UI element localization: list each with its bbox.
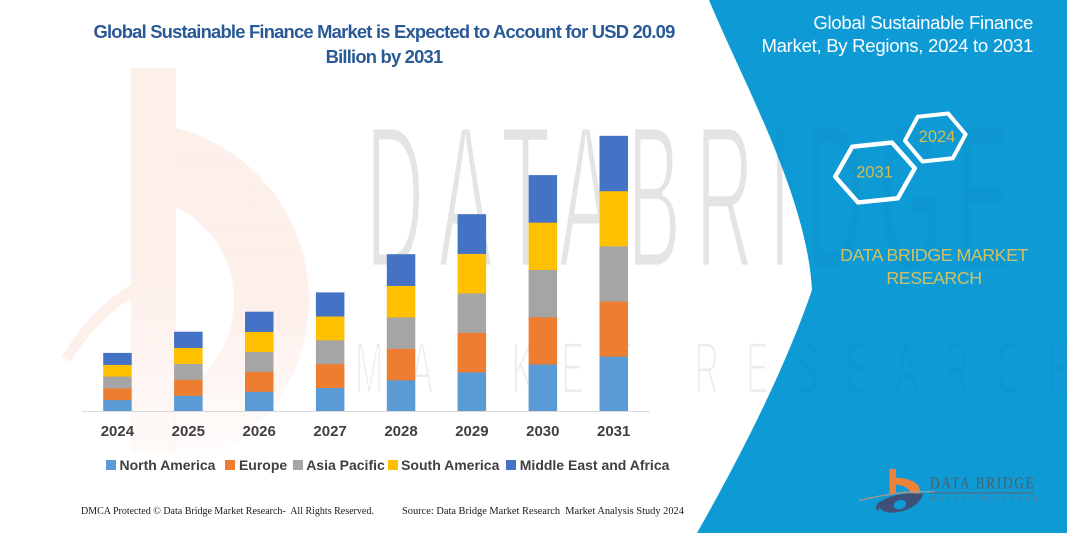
svg-text:2031: 2031	[856, 164, 893, 182]
svg-text:2024: 2024	[919, 128, 956, 146]
